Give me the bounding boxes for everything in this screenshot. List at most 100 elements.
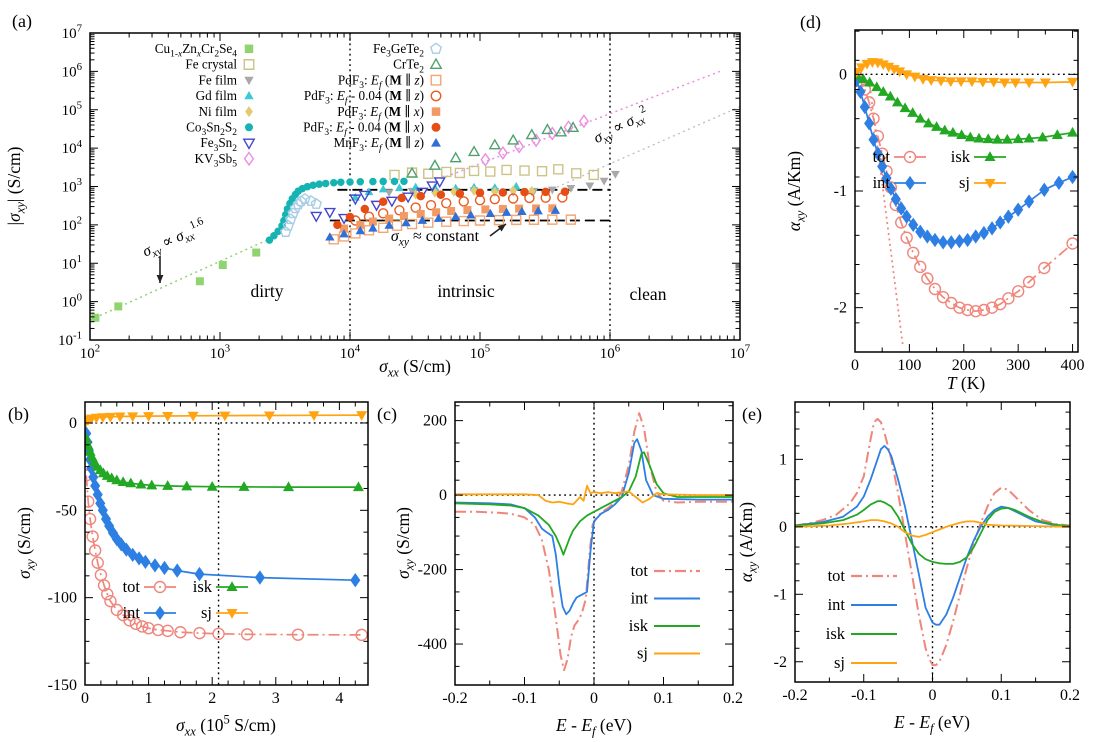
series-tot	[795, 417, 1070, 667]
y-tick-label: 1	[779, 451, 787, 468]
legend-marker-tot	[903, 150, 917, 164]
legend-label-fe_film: Fe film	[199, 72, 238, 87]
x-tick-label: 103	[210, 343, 230, 362]
y-tick-label: 107	[62, 23, 83, 42]
legend-label-co3sn2s2: Co3Sn2S2	[186, 120, 237, 139]
series-pdf3_ef004z	[350, 192, 568, 226]
x-tick-label: 1	[145, 690, 153, 707]
legend-label-cu: Cu1-xZnxCr2Se4	[155, 41, 238, 60]
y-tick-label: 100	[62, 291, 82, 310]
annotation-a-2: intrinsic	[437, 281, 495, 301]
series-int	[85, 426, 361, 588]
legend-marker-int	[154, 605, 166, 621]
legend-label-tot: tot	[123, 577, 141, 596]
x-tick-label: -0.2	[442, 690, 467, 707]
x-tick-label: 104	[340, 343, 361, 362]
y-tick-label: 0	[69, 415, 77, 432]
legend-label-int: int	[631, 589, 649, 608]
legend-marker-ni_film	[245, 106, 253, 118]
y-tick-label: -2	[774, 654, 787, 671]
y-axis-title-d: αxy (A/Km)	[784, 151, 808, 231]
series-co3sn2s2	[265, 177, 408, 244]
x-tick-label: 400	[1061, 357, 1085, 374]
y-tick-label: 200	[423, 413, 447, 430]
x-tick-label: 200	[952, 357, 976, 374]
y-tick-label: -50	[56, 502, 77, 519]
series-sj	[85, 411, 368, 428]
x-tick-label: 107	[730, 343, 751, 362]
legend-marker-isk	[226, 581, 238, 591]
panel-label-d: (d)	[800, 12, 821, 33]
legend-marker-isk	[984, 151, 996, 161]
series-crte2	[405, 121, 580, 178]
y-tick-label: -150	[48, 677, 77, 694]
x-tick-label: -0.2	[782, 687, 807, 704]
y-tick-label: -2	[834, 300, 847, 317]
y-tick-label: 105	[62, 99, 82, 118]
plot-area-b	[85, 402, 368, 685]
plot-frame	[84, 401, 369, 686]
legend-c: tot int isk sj	[629, 561, 700, 663]
legend-label-gd_film: Gd film	[196, 88, 238, 103]
x-tick-label: 0	[590, 690, 598, 707]
x-tick-label: 102	[80, 343, 100, 362]
x-tick-label: 3	[272, 690, 280, 707]
series-tot	[855, 70, 1078, 318]
legend-label-sj: sj	[834, 653, 845, 672]
series-kv3sb5	[480, 114, 589, 167]
legend-marker-pdf3_ef004x	[431, 122, 441, 132]
legend-marker-int	[904, 175, 916, 191]
legend-label-pdf3_efz: PdF3: Ef (M ∥ z)	[338, 72, 424, 91]
legend-marker-fe_crystal	[243, 59, 255, 70]
legend-marker-pdf3_efx	[431, 107, 441, 116]
series-pdf3_efz	[328, 214, 577, 245]
panel-label-c: (c)	[377, 404, 397, 425]
x-tick-label: 0.2	[1060, 687, 1080, 704]
panel-b: 0 1 2 3 4 0 -50 -100 -150 σxx (105 S/cm) σxy (S/cm…	[8, 401, 369, 739]
x-tick-label: 0	[929, 687, 937, 704]
x-tick-label: 0	[851, 357, 859, 374]
x-tick-label: 105	[470, 343, 490, 362]
series-fe_crystal	[389, 164, 599, 181]
x-axis-title-a: σxx (S/cm)	[379, 356, 451, 380]
panel-label-e: (e)	[742, 404, 762, 425]
y-tick-label: 106	[62, 61, 83, 80]
plot-area-c	[455, 402, 733, 685]
series-sj	[455, 484, 733, 506]
series-fe3gete2	[279, 193, 322, 237]
legend-label-int: int	[873, 173, 891, 192]
y-tick-label: -200	[418, 562, 447, 579]
panel-label-a: (a)	[12, 11, 32, 32]
legend-label-pdf3_ef004x: PdF3: Ef - 0.04 (M ∥ x)	[303, 120, 424, 139]
panel-e: -0.2 -0.1 0 0.1 0.2 1 0 -1 -2 E - Ef (eV) αxy (A/K…	[736, 401, 1080, 736]
series-sj	[855, 58, 1078, 89]
slope-2-pink-line	[440, 70, 721, 180]
legend-marker-crte2	[429, 57, 443, 70]
legend-marker-fe_film	[244, 76, 254, 86]
legend-label-fe3gete2: Fe3GeTe2	[373, 41, 424, 60]
panel-c: -0.2 -0.1 0 0.1 0.2 200 0 -200 -400 E - Ef (eV) σx…	[377, 401, 743, 739]
x-axis-title-b: σxx (105 S/cm)	[176, 713, 276, 739]
legend-d: tot isk int sj	[873, 147, 1006, 192]
y-axis-title-b: σxy (S/cm)	[14, 507, 38, 579]
plot-area-e	[795, 402, 1070, 682]
legend-label-fe_crystal: Fe crystal	[185, 57, 237, 72]
legend-label-kv3sb5: KV3Sb5	[195, 151, 238, 170]
y-tick-label: 102	[62, 215, 82, 234]
x-axis-title-c: E - Ef (eV)	[555, 715, 632, 739]
y-tick-label: -400	[418, 636, 447, 653]
legend-marker-pdf3_ef004z	[430, 90, 442, 102]
annotation-a-3: clean	[630, 284, 667, 304]
x-tick-label: 106	[600, 343, 621, 362]
legend-label-tot: tot	[873, 147, 891, 166]
y-tick-label: 0	[839, 66, 847, 83]
series-sj	[795, 519, 1070, 538]
plot-area-d	[855, 58, 1078, 347]
x-tick-label: 100	[897, 357, 921, 374]
legend-label-isk: isk	[193, 577, 213, 596]
series-tot	[85, 469, 368, 642]
legend-marker-cu	[244, 44, 254, 54]
